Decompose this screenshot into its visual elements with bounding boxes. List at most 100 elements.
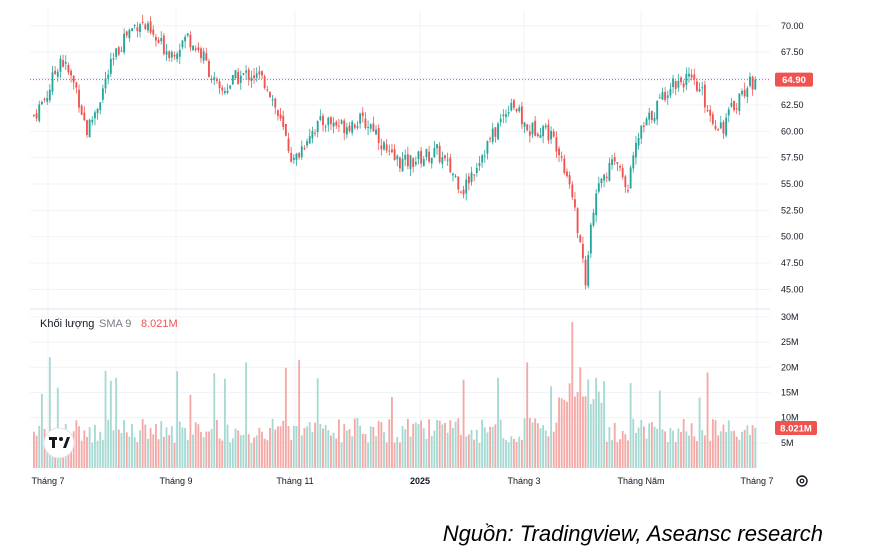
candle-body <box>229 85 232 89</box>
volume-bar <box>335 438 338 468</box>
volume-bar <box>242 434 245 468</box>
candle-body <box>359 113 362 124</box>
volume-bar <box>38 425 41 468</box>
candle-body <box>746 88 749 97</box>
volume-bar <box>475 429 478 468</box>
volume-bar <box>377 420 380 468</box>
candle-body <box>621 167 624 178</box>
candle-body <box>91 119 94 123</box>
volume-bar <box>380 422 383 468</box>
candle-body <box>489 138 492 140</box>
volume-bar <box>534 418 537 468</box>
volume-bar <box>348 429 351 468</box>
candle-body <box>534 120 537 136</box>
candle-body <box>298 152 301 158</box>
volume-bar <box>680 432 682 468</box>
volume-bar <box>375 436 377 468</box>
candle-body <box>194 48 197 50</box>
volume-bar <box>696 441 698 468</box>
volume-bar <box>221 440 224 468</box>
volume-bar <box>491 426 494 468</box>
volume-bar <box>457 418 460 468</box>
volume-bar <box>502 438 505 468</box>
volume-bar <box>223 378 226 468</box>
volume-bar <box>369 426 372 468</box>
candle-body <box>184 36 187 42</box>
volume-bar <box>396 436 399 468</box>
volume-bar <box>197 424 200 468</box>
volume-bar <box>226 424 229 468</box>
tradingview-logo[interactable] <box>43 427 75 459</box>
volume-bar <box>417 424 420 468</box>
price-tick-label: 70.00 <box>781 21 804 31</box>
candle-body <box>186 33 189 36</box>
candle-body <box>351 121 354 133</box>
volume-bar <box>96 440 99 468</box>
candle-body <box>706 110 709 112</box>
volume-bar <box>284 367 287 468</box>
candle-body <box>414 161 417 165</box>
candle-body <box>645 118 648 126</box>
volume-bar <box>192 434 194 468</box>
volume-bar <box>611 440 613 468</box>
candle-body <box>245 70 248 73</box>
volume-bar <box>688 435 690 468</box>
candle-body <box>616 162 619 164</box>
x-label-thang9: Tháng 9 <box>159 476 192 486</box>
candle-body <box>250 77 253 81</box>
volume-bar <box>101 439 104 468</box>
candle-body <box>566 171 568 177</box>
volume-legend-indicator: SMA 9 <box>99 318 131 330</box>
volume-bar <box>80 440 83 468</box>
time-axis: Tháng 7 Tháng 9 Tháng 11 2025 Tháng 3 Th… <box>31 476 773 486</box>
volume-bar <box>300 435 303 468</box>
candle-body <box>486 140 489 154</box>
candle-body <box>200 48 202 59</box>
volume-bar <box>727 420 730 468</box>
candle-body <box>131 28 133 32</box>
candle-body <box>688 73 690 77</box>
volume-bar <box>359 425 362 468</box>
candle-body <box>385 144 388 151</box>
volume-bar <box>327 430 330 468</box>
volume-bar <box>489 426 492 468</box>
candle-body <box>420 150 423 164</box>
volume-bar <box>162 436 165 468</box>
candle-body <box>576 208 579 234</box>
volume-bar <box>393 442 396 468</box>
candle-body <box>436 144 438 149</box>
candle-body <box>417 151 420 160</box>
volume-bar <box>319 423 322 468</box>
candle-body <box>109 58 112 74</box>
candle-body <box>162 35 165 54</box>
candle-body <box>59 58 62 72</box>
volume-bar <box>430 435 433 468</box>
candle-body <box>505 114 507 118</box>
volume-bar <box>107 419 110 468</box>
candle-body <box>483 155 486 157</box>
candle-body <box>494 127 497 137</box>
volume-bar <box>528 417 531 468</box>
volume-bar <box>600 402 603 468</box>
volume-bar <box>563 399 566 468</box>
candle-body <box>133 24 136 26</box>
candle-body <box>284 123 287 136</box>
volume-bar <box>406 418 409 468</box>
volume-bar <box>444 422 446 468</box>
candle-body <box>452 173 454 176</box>
candle-body <box>523 122 526 127</box>
volume-bar <box>433 430 436 468</box>
candle-body <box>343 120 346 134</box>
volume-bar <box>597 391 600 468</box>
candle-body <box>711 114 714 124</box>
volume-tick-label: 10M <box>781 413 799 423</box>
candle-body <box>173 54 176 57</box>
volume-bar <box>685 431 688 468</box>
gear-icon[interactable] <box>796 475 808 487</box>
volume-bar <box>120 433 123 468</box>
volume-bar <box>481 419 484 468</box>
candle-body <box>221 87 224 91</box>
volume-bar <box>168 435 171 468</box>
volume-bar <box>215 420 218 468</box>
volume-bar <box>170 426 173 468</box>
